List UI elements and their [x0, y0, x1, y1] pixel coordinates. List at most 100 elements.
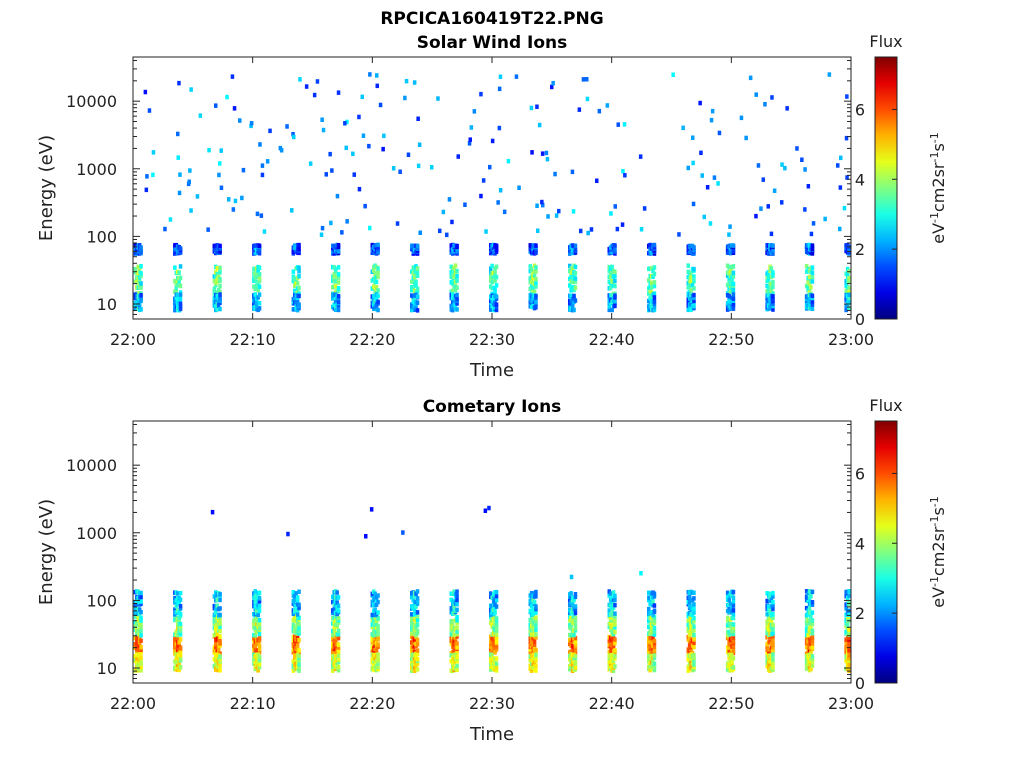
x-tick-label: 22:10	[230, 330, 276, 349]
heatmap-cell	[455, 615, 459, 620]
heatmap-cell	[178, 645, 183, 650]
heatmap-cell	[613, 278, 617, 284]
panel-title: Cometary Ions	[423, 397, 562, 417]
colorbar-gradient	[874, 420, 898, 684]
heatmap-cell	[771, 645, 775, 650]
sparse-point	[551, 80, 555, 86]
sparse-point	[827, 72, 832, 77]
sparse-point	[231, 207, 236, 212]
heatmap-cell	[297, 246, 301, 251]
heatmap-cell	[254, 608, 259, 613]
heatmap-cell	[534, 652, 538, 658]
heatmap-cell	[218, 659, 222, 664]
sparse-point	[259, 213, 264, 218]
heatmap-cell	[692, 644, 696, 650]
heatmap-cell	[295, 643, 300, 648]
sparse-point	[395, 221, 400, 226]
heatmap-cell	[570, 266, 575, 271]
heatmap-cell	[139, 307, 143, 312]
heatmap-cell	[453, 287, 458, 293]
heatmap-cell	[692, 295, 696, 300]
y-tick-label: 1000	[76, 160, 117, 179]
heatmap-cell	[139, 618, 143, 623]
heatmap-cell	[534, 589, 538, 595]
heatmap-cell	[453, 638, 458, 643]
sparse-point	[398, 169, 402, 174]
panel-solar-wind: Solar Wind Ions 22:00 22:10 22:20 22:30 22:4…	[36, 32, 948, 381]
heatmap-cell	[689, 279, 693, 284]
heatmap-cell	[534, 305, 538, 310]
heatmap-cell	[810, 293, 815, 299]
heatmap-cell	[332, 271, 336, 277]
heatmap-cell	[728, 641, 733, 646]
sparse-point	[352, 172, 356, 177]
heatmap-cell	[331, 632, 335, 638]
heatmap-cell	[692, 610, 696, 615]
heatmap-cell	[613, 611, 617, 616]
sparse-point	[417, 142, 422, 147]
sparse-point	[445, 232, 449, 238]
heatmap-cell	[291, 650, 296, 655]
y-tick-label: 100	[86, 227, 117, 246]
heatmap-cell	[647, 278, 651, 283]
heatmap-cell	[494, 668, 499, 673]
heatmap-cell	[293, 295, 297, 301]
heatmap-cell	[692, 303, 696, 309]
sparse-point	[681, 125, 685, 131]
heatmap-cell	[692, 618, 696, 624]
heatmap-cell	[376, 652, 380, 657]
heatmap-cell	[844, 589, 848, 595]
heatmap-cell	[611, 668, 616, 673]
sparse-point	[404, 78, 409, 84]
heatmap-cell	[494, 589, 499, 595]
heatmap-cell	[139, 661, 143, 666]
heatmap-cell	[297, 305, 301, 311]
sparse-point	[210, 509, 215, 515]
heatmap-cell	[613, 597, 617, 603]
heatmap-cell	[652, 638, 657, 644]
heatmap-cell	[494, 656, 499, 661]
heatmap-cell	[692, 624, 696, 629]
sparse-point	[545, 156, 550, 162]
heatmap-cell	[415, 286, 420, 292]
heatmap-cell	[215, 306, 219, 312]
heatmap-cell	[178, 264, 183, 269]
sparse-point	[430, 165, 434, 170]
heatmap-cell	[847, 292, 851, 297]
heatmap-cell	[415, 622, 420, 628]
heatmap-cell	[804, 589, 809, 594]
heatmap-cell	[649, 626, 654, 631]
heatmap-cell	[493, 269, 497, 274]
heatmap-cell	[731, 628, 736, 634]
heatmap-cell	[489, 591, 493, 596]
x-tick-label: 22:40	[589, 694, 635, 713]
heatmap-cell	[529, 590, 534, 596]
sparse-point	[298, 77, 302, 82]
sparse-point	[416, 116, 420, 121]
heatmap-cell	[809, 285, 813, 290]
heatmap-cell	[178, 246, 183, 251]
heatmap-cell	[139, 293, 143, 298]
sparse-point	[187, 179, 191, 184]
heatmap-cell	[297, 650, 301, 655]
sparse-point	[207, 147, 211, 153]
sparse-point	[705, 185, 710, 190]
sparse-point	[712, 175, 717, 180]
heatmap-cell	[613, 637, 617, 642]
sparse-point	[806, 184, 811, 189]
heatmap-cell	[257, 625, 262, 631]
heatmap-cell	[534, 663, 538, 668]
heatmap-cell	[415, 243, 420, 249]
heatmap-cell	[297, 302, 301, 307]
heatmap-cell	[254, 615, 259, 620]
heatmap-cell	[139, 615, 143, 621]
heatmap-cell	[731, 595, 736, 600]
heatmap-cell	[771, 297, 775, 302]
heatmap-cell	[376, 615, 380, 621]
heatmap-cell	[730, 653, 734, 658]
sparse-point	[324, 172, 328, 177]
heatmap-cell	[652, 280, 657, 285]
sparse-point	[581, 77, 586, 82]
colorbar-tick-label: 4	[855, 170, 865, 189]
heatmap-cell	[295, 598, 300, 603]
